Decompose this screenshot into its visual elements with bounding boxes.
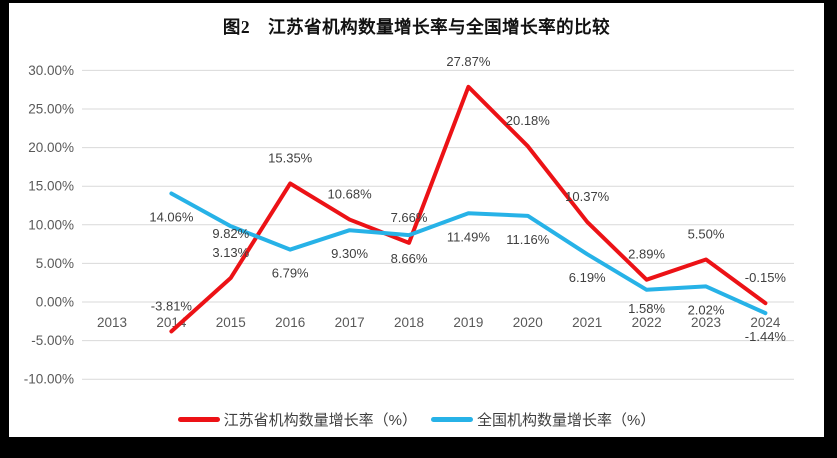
x-axis-tick-label: 2017 [335,315,365,330]
legend-line-swatch-jiangsu-icon [177,417,220,422]
legend-line-swatch-national-icon [431,417,473,422]
x-axis-tick-label: 2024 [750,315,781,330]
data-label: 8.66% [391,251,428,266]
x-axis-tick-label: 2019 [453,315,483,330]
x-axis-tick-label: 2022 [632,315,662,330]
y-axis-tick-label: -5.00% [31,333,74,348]
x-axis-tick-label: 2015 [216,315,246,330]
x-axis-tick-label: 2020 [513,315,543,330]
data-label: 10.37% [565,189,610,204]
series-line-0 [169,84,768,334]
data-label: 3.13% [212,245,249,260]
data-label: 10.68% [328,187,373,202]
x-axis-tick-label: 2023 [691,315,721,330]
legend-item-national: 全国机构数量增长率（%） [431,409,655,430]
data-label: 6.19% [569,270,606,285]
legend-item-jiangsu: 江苏省机构数量增长率（%） [177,409,417,430]
data-label: 6.79% [272,266,309,281]
data-label: -3.81% [151,298,193,313]
line-chart-plot-area: 30.00% 25.00% 20.00% 15.00% 10.00% 5.00% 0.00%… [24,54,794,387]
data-label: 11.49% [447,229,491,244]
y-axis-tick-label: -10.00% [24,372,74,387]
data-label: 2.02% [688,302,725,317]
series-line-1 [169,191,768,316]
x-axis-tick-label: 2021 [572,315,602,330]
data-label: -1.44% [745,329,787,344]
data-label: 9.82% [212,226,249,241]
chart-title: 图2 江苏省机构数量增长率与全国增长率的比较 [222,17,611,37]
data-label: 27.87% [446,54,491,69]
data-label: 2.89% [628,247,665,262]
data-label: 7.66% [391,210,428,225]
y-axis-tick-label: 0.00% [36,295,74,310]
y-axis-tick-label: 25.00% [28,102,74,117]
y-axis-tick-label: 20.00% [28,140,74,155]
x-axis-tick-label: 2018 [394,315,424,330]
data-label: 1.58% [628,301,665,316]
legend-label-jiangsu: 江苏省机构数量增长率（%） [223,412,417,429]
x-axis-tick-label: 2016 [275,315,305,330]
data-label: 11.16% [506,232,550,247]
x-axis-tick-label: 2013 [97,315,127,330]
legend: 江苏省机构数量增长率（%） 全国机构数量增长率（%） [9,409,824,430]
data-label: 20.18% [506,113,551,128]
chart-panel: 图2 江苏省机构数量增长率与全国增长率的比较 30.00% 25.00% 20.00… [9,3,824,437]
data-label: -0.15% [745,270,787,285]
data-label: 9.30% [331,246,368,261]
data-label: 15.35% [268,150,313,165]
legend-label-national: 全国机构数量增长率（%） [477,412,656,429]
y-axis-tick-label: 10.00% [28,217,74,232]
y-axis-tick-label: 5.00% [36,256,74,271]
y-axis-tick-label: 30.00% [28,63,74,78]
data-label: 5.50% [688,227,725,242]
y-axis-tick-label: 15.00% [28,179,74,194]
data-label: 14.06% [149,209,194,224]
